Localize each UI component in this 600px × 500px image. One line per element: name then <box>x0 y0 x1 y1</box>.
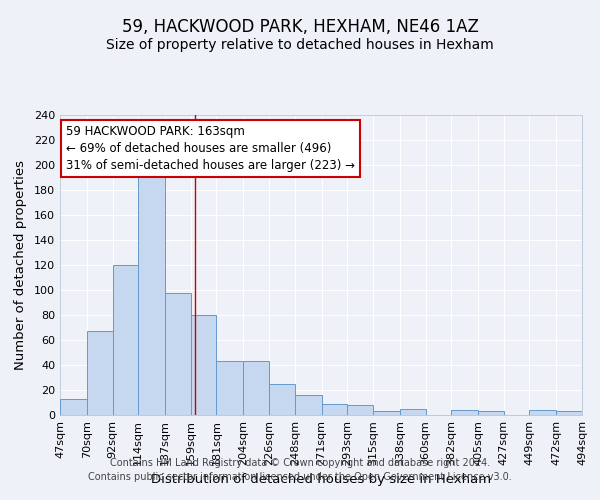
Bar <box>347 405 373 415</box>
Y-axis label: Number of detached properties: Number of detached properties <box>14 160 27 370</box>
Bar <box>556 411 582 415</box>
Bar <box>217 361 244 415</box>
Text: Size of property relative to detached houses in Hexham: Size of property relative to detached ho… <box>106 38 494 52</box>
Bar <box>138 174 165 415</box>
Bar <box>451 410 478 415</box>
Bar <box>113 265 138 415</box>
X-axis label: Distribution of detached houses by size in Hexham: Distribution of detached houses by size … <box>151 474 491 486</box>
Bar <box>373 411 400 415</box>
Bar <box>60 399 87 415</box>
Text: 59, HACKWOOD PARK, HEXHAM, NE46 1AZ: 59, HACKWOOD PARK, HEXHAM, NE46 1AZ <box>122 18 478 36</box>
Bar <box>478 411 504 415</box>
Bar <box>400 409 425 415</box>
Bar <box>295 395 322 415</box>
Bar <box>191 315 217 415</box>
Bar <box>322 404 347 415</box>
Bar <box>87 331 113 415</box>
Text: Contains HM Land Registry data © Crown copyright and database right 2024.
Contai: Contains HM Land Registry data © Crown c… <box>88 458 512 482</box>
Bar <box>529 410 556 415</box>
Text: 59 HACKWOOD PARK: 163sqm
← 69% of detached houses are smaller (496)
31% of semi-: 59 HACKWOOD PARK: 163sqm ← 69% of detach… <box>66 125 355 172</box>
Bar <box>269 384 295 415</box>
Bar <box>165 292 191 415</box>
Bar <box>244 361 269 415</box>
